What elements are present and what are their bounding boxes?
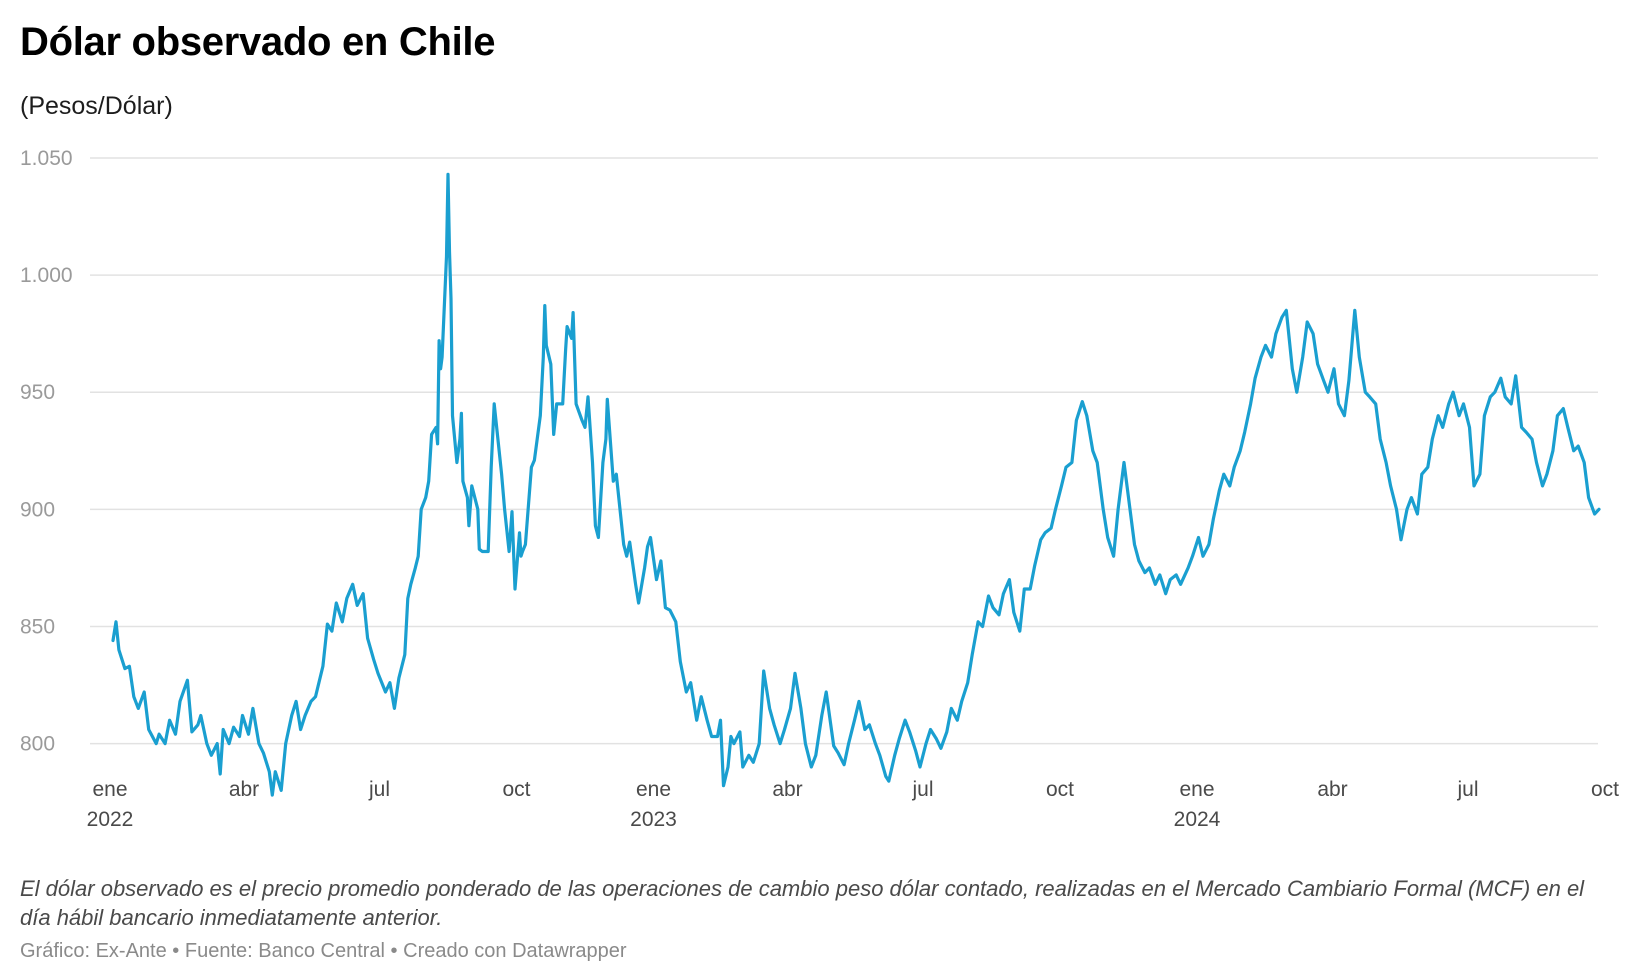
x-tick-year: 2024 [1174, 808, 1221, 831]
series-line [111, 172, 1601, 797]
y-tick-label: 900 [20, 498, 55, 521]
x-axis: ene 2022 abr jul oct ene 2023 abr jul oct ene 2024 a… [87, 778, 1620, 831]
chart-note: El dólar observado es el precio promedio… [20, 876, 1585, 930]
y-tick-label: 850 [20, 615, 55, 638]
x-tick-label: jul [1457, 778, 1479, 801]
chart-credits: Gráfico: Ex-Ante • Fuente: Banco Central… [20, 940, 627, 963]
x-tick-label: abr [229, 778, 259, 801]
x-tick-label: ene [92, 778, 127, 801]
chart-subtitle: (Pesos/Dólar) [20, 92, 173, 120]
credit-separator: • [390, 940, 398, 962]
x-tick-label: ene [636, 778, 671, 801]
credit-chart: Gráfico: Ex-Ante [20, 940, 167, 962]
x-tick-label: abr [1317, 778, 1347, 801]
y-tick-label: 1.000 [20, 264, 73, 287]
y-tick-label: 950 [20, 381, 55, 404]
x-tick-label: abr [772, 778, 802, 801]
x-tick-year: 2022 [87, 808, 134, 831]
x-tick-label: oct [1046, 778, 1074, 801]
y-tick-label: 800 [20, 733, 55, 756]
x-tick-label: jul [368, 778, 390, 801]
y-tick-label: 1.050 [20, 147, 73, 170]
credit-separator: • [172, 940, 180, 962]
credit-source: Fuente: Banco Central [184, 940, 385, 962]
chart-title: Dólar observado en Chile [20, 20, 496, 64]
x-tick-year: 2023 [630, 808, 677, 831]
x-tick-label: oct [503, 778, 531, 801]
grid-layer: 1.050 1.000 950 900 850 800 [20, 147, 1598, 756]
credit-tool: Creado con Datawrapper [403, 940, 627, 962]
x-tick-label: ene [1179, 778, 1214, 801]
x-tick-label: oct [1591, 778, 1619, 801]
x-tick-label: jul [912, 778, 934, 801]
series-layer [111, 172, 1601, 797]
